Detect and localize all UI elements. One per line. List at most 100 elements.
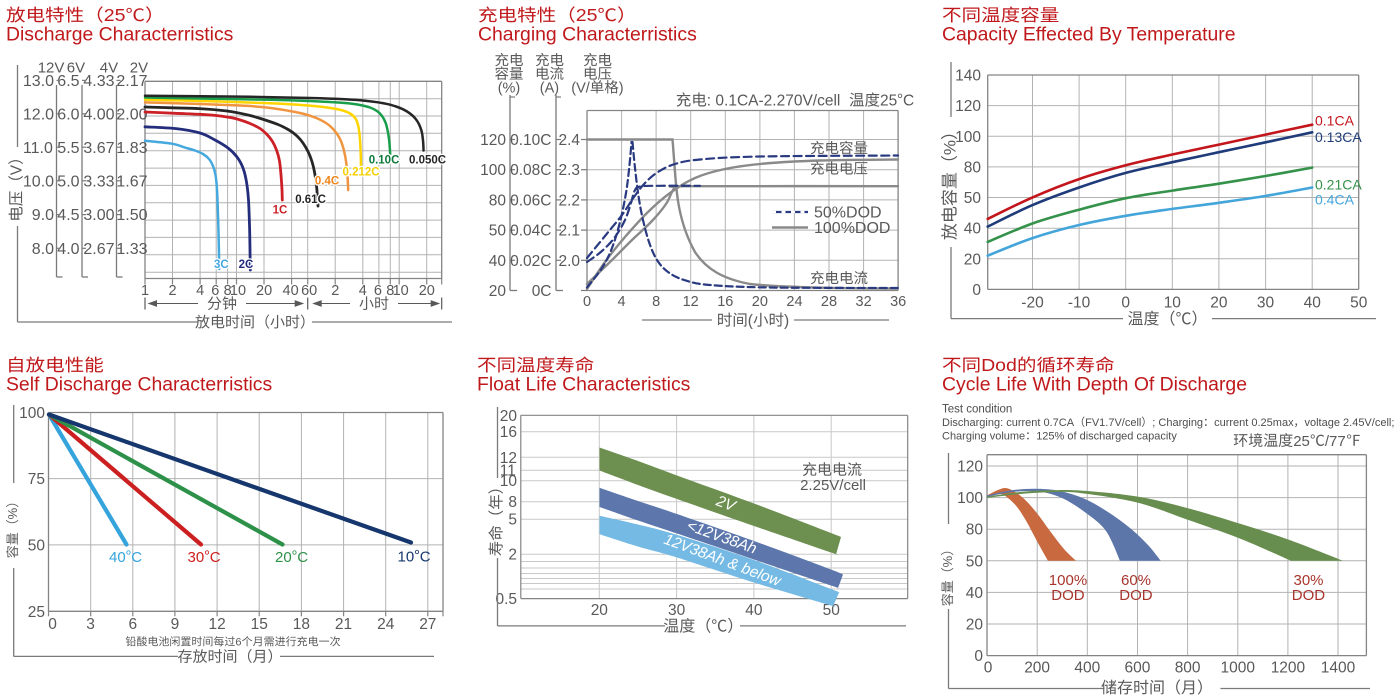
- svg-text:13.0: 13.0: [23, 73, 54, 90]
- svg-text:75: 75: [28, 471, 45, 488]
- svg-text:6: 6: [235, 636, 241, 648]
- svg-text:5.5: 5.5: [57, 140, 79, 157]
- svg-text:9.0: 9.0: [32, 207, 54, 224]
- svg-text:600: 600: [1125, 660, 1151, 677]
- svg-text:1.50: 1.50: [116, 207, 147, 224]
- svg-text:100: 100: [955, 129, 981, 146]
- svg-text:50: 50: [964, 190, 982, 207]
- svg-text:32: 32: [856, 294, 872, 310]
- svg-text:6: 6: [129, 616, 138, 633]
- svg-text:2.25V/cell: 2.25V/cell: [800, 477, 866, 494]
- svg-text:36: 36: [890, 294, 906, 310]
- svg-text:9: 9: [171, 616, 180, 633]
- svg-text:100%: 100%: [1049, 572, 1087, 589]
- svg-text:): ): [784, 313, 789, 330]
- svg-text:12: 12: [500, 450, 517, 467]
- svg-text:80: 80: [489, 192, 507, 209]
- svg-text:0.61C: 0.61C: [295, 194, 326, 206]
- svg-text:0: 0: [48, 616, 57, 633]
- svg-text:60%: 60%: [1121, 572, 1151, 589]
- svg-text:20: 20: [489, 283, 507, 300]
- svg-text:20: 20: [256, 283, 272, 299]
- svg-text:0.02C: 0.02C: [510, 253, 551, 270]
- svg-text:DOD: DOD: [1119, 587, 1153, 604]
- svg-text:6: 6: [374, 283, 382, 299]
- svg-text:1000: 1000: [1221, 660, 1256, 677]
- svg-text:0.06C: 0.06C: [510, 192, 551, 209]
- svg-text:50: 50: [823, 602, 841, 619]
- svg-text:C: C: [131, 549, 142, 566]
- svg-text:12.0: 12.0: [23, 106, 54, 123]
- svg-text:8: 8: [386, 283, 394, 299]
- svg-text:120: 120: [955, 98, 981, 115]
- svg-text:/77: /77: [1325, 433, 1346, 450]
- svg-text:current 0.25max: current 0.25max: [1214, 417, 1294, 429]
- svg-text:100%DOD: 100%DOD: [814, 220, 890, 237]
- svg-text:40: 40: [1304, 295, 1322, 312]
- svg-text:40: 40: [745, 602, 763, 619]
- svg-text:3C: 3C: [214, 259, 229, 271]
- svg-text:Discharging: current 0.7CA: Discharging: current 0.7CA: [942, 417, 1075, 429]
- svg-text:12: 12: [683, 294, 699, 310]
- svg-text:0.5: 0.5: [496, 591, 518, 608]
- svg-text:Charging Characterristics: Charging Characterristics: [478, 23, 697, 45]
- svg-text:2.0: 2.0: [559, 253, 581, 270]
- svg-text:4: 4: [196, 283, 204, 299]
- svg-text:30: 30: [188, 549, 205, 566]
- svg-text:0.1CA: 0.1CA: [1315, 112, 1355, 128]
- svg-text:200: 200: [1024, 660, 1050, 677]
- svg-text:0: 0: [1121, 295, 1130, 312]
- svg-text:2.4: 2.4: [559, 132, 581, 149]
- svg-text:Test condition: Test condition: [942, 404, 1012, 416]
- svg-text:4V: 4V: [100, 59, 118, 76]
- svg-text:18: 18: [293, 616, 310, 633]
- svg-text:50: 50: [966, 553, 984, 570]
- svg-text:6: 6: [211, 283, 219, 299]
- svg-text:%: %: [941, 140, 960, 155]
- svg-text:: 0.1CA-2.270V/cell: : 0.1CA-2.270V/cell: [707, 93, 841, 110]
- svg-text:DOD: DOD: [1051, 587, 1085, 604]
- svg-text:4.0: 4.0: [57, 241, 79, 258]
- svg-text:2.00: 2.00: [116, 106, 147, 123]
- svg-text:0.10C: 0.10C: [510, 132, 551, 149]
- svg-text:140: 140: [955, 68, 981, 85]
- svg-text:0.212C: 0.212C: [343, 167, 380, 179]
- svg-text:; Charging: ; Charging: [1152, 417, 1203, 429]
- svg-text:Self Discharge Characterristic: Self Discharge Characterristics: [6, 373, 272, 395]
- svg-text:10: 10: [393, 283, 409, 299]
- svg-text:25: 25: [28, 604, 45, 621]
- svg-text:50%DOD: 50%DOD: [814, 205, 882, 222]
- svg-text:40: 40: [964, 221, 982, 238]
- svg-text:100: 100: [957, 490, 983, 507]
- svg-text:1: 1: [141, 283, 149, 299]
- svg-text:100: 100: [19, 405, 45, 422]
- svg-text:25: 25: [1293, 433, 1310, 450]
- svg-text:8: 8: [508, 494, 517, 511]
- svg-text:4: 4: [359, 283, 367, 299]
- svg-text:20: 20: [275, 549, 292, 566]
- svg-text:0: 0: [972, 282, 981, 299]
- svg-text:2C: 2C: [239, 259, 254, 271]
- svg-text:12: 12: [209, 616, 226, 633]
- svg-text:2.2: 2.2: [559, 192, 581, 209]
- svg-text:-10: -10: [1068, 295, 1091, 312]
- svg-text:8.0: 8.0: [32, 241, 54, 258]
- svg-text:0: 0: [984, 660, 993, 677]
- svg-text:): ): [619, 80, 624, 96]
- svg-text:50: 50: [28, 537, 46, 554]
- svg-text:5.0: 5.0: [57, 173, 79, 190]
- svg-text:10: 10: [500, 473, 518, 490]
- svg-text:V: V: [9, 164, 26, 175]
- svg-text:20: 20: [1210, 295, 1228, 312]
- svg-text:40: 40: [283, 283, 299, 299]
- svg-text:(A): (A): [540, 80, 559, 96]
- svg-text:3: 3: [86, 616, 95, 633]
- svg-text:21: 21: [335, 616, 352, 633]
- svg-text:40: 40: [966, 585, 984, 602]
- svg-text:2: 2: [508, 547, 517, 564]
- svg-text:0C: 0C: [532, 283, 552, 300]
- svg-text:1.33: 1.33: [116, 241, 147, 258]
- svg-text:30: 30: [1257, 295, 1275, 312]
- svg-text:30: 30: [668, 602, 686, 619]
- svg-text:6V: 6V: [67, 59, 85, 76]
